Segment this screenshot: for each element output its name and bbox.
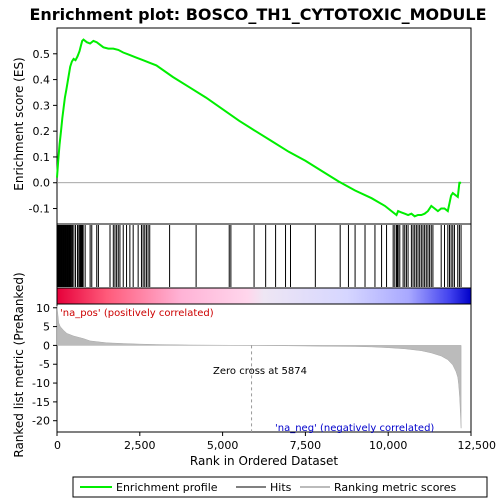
chart-title: Enrichment plot: BOSCO_TH1_CYTOTOXIC_MOD… bbox=[29, 5, 486, 24]
pos-label: 'na_pos' (positively correlated) bbox=[60, 308, 214, 319]
legend: Enrichment profile Hits Ranking metric s… bbox=[72, 476, 488, 498]
metric-y-label: Ranked list metric (PreRanked) bbox=[12, 272, 26, 457]
es-panel-frame bbox=[56, 27, 472, 225]
metric-x-axis: 0 2,500 5,000 7,500 10,000 12,500 bbox=[54, 432, 496, 452]
metric-y-tick-label: 0 bbox=[43, 339, 50, 352]
es-y-tick-label: 0.0 bbox=[33, 177, 51, 190]
legend-label-profile: Enrichment profile bbox=[116, 481, 218, 494]
metric-panel-frame bbox=[56, 303, 472, 433]
zero-cross-label: Zero cross at 5874 bbox=[213, 366, 307, 377]
x-tick-label: 5,000 bbox=[207, 439, 239, 452]
es-y-tick-label: 0.2 bbox=[33, 125, 51, 138]
hits-panel-frame bbox=[56, 223, 472, 289]
legend-frame bbox=[72, 476, 488, 498]
es-y-axis: -0.1 0.0 0.1 0.2 0.3 0.4 0.5 bbox=[29, 48, 57, 216]
x-tick-label: 0 bbox=[54, 439, 61, 452]
metric-y-tick-label: 10 bbox=[36, 302, 50, 315]
es-panel: -0.1 0.0 0.1 0.2 0.3 0.4 0.5 Enrichment score … bbox=[12, 27, 472, 225]
metric-y-axis: 10 5 0 -5 -10 -15 -20 bbox=[32, 302, 57, 428]
metric-panel: 10 5 0 -5 -10 -15 -20 0 2,500 5,000 7,500 10,000 12… bbox=[12, 272, 496, 468]
metric-y-tick-label: -20 bbox=[32, 415, 50, 428]
metric-y-tick-label: -15 bbox=[32, 396, 50, 409]
hit-marks bbox=[56, 225, 462, 287]
es-y-tick-label: 0.4 bbox=[33, 74, 51, 87]
metric-x-label: Rank in Ordered Dataset bbox=[190, 454, 338, 468]
ranking-metric-area bbox=[56, 305, 462, 429]
es-y-tick-label: 0.1 bbox=[33, 151, 51, 164]
legend-label-metric: Ranking metric scores bbox=[334, 481, 456, 494]
metric-y-tick-label: -10 bbox=[32, 377, 50, 390]
neg-label: 'na_neg' (negatively correlated) bbox=[275, 423, 434, 434]
x-tick-label: 12,500 bbox=[458, 439, 497, 452]
es-y-label: Enrichment score (ES) bbox=[12, 57, 26, 190]
hits-panel bbox=[56, 223, 472, 289]
legend-label-hits: Hits bbox=[270, 481, 292, 494]
metric-y-tick-label: 5 bbox=[43, 321, 50, 334]
enrichment-profile-line bbox=[56, 38, 462, 218]
x-tick-label: 10,000 bbox=[369, 439, 408, 452]
x-tick-label: 2,500 bbox=[124, 439, 156, 452]
x-tick-label: 7,500 bbox=[290, 439, 322, 452]
es-y-tick-label: -0.1 bbox=[29, 203, 50, 216]
es-y-tick-label: 0.5 bbox=[33, 48, 51, 61]
metric-y-tick-label: -5 bbox=[39, 358, 50, 371]
rank-heat-bar bbox=[56, 287, 472, 305]
es-y-tick-label: 0.3 bbox=[33, 99, 51, 112]
